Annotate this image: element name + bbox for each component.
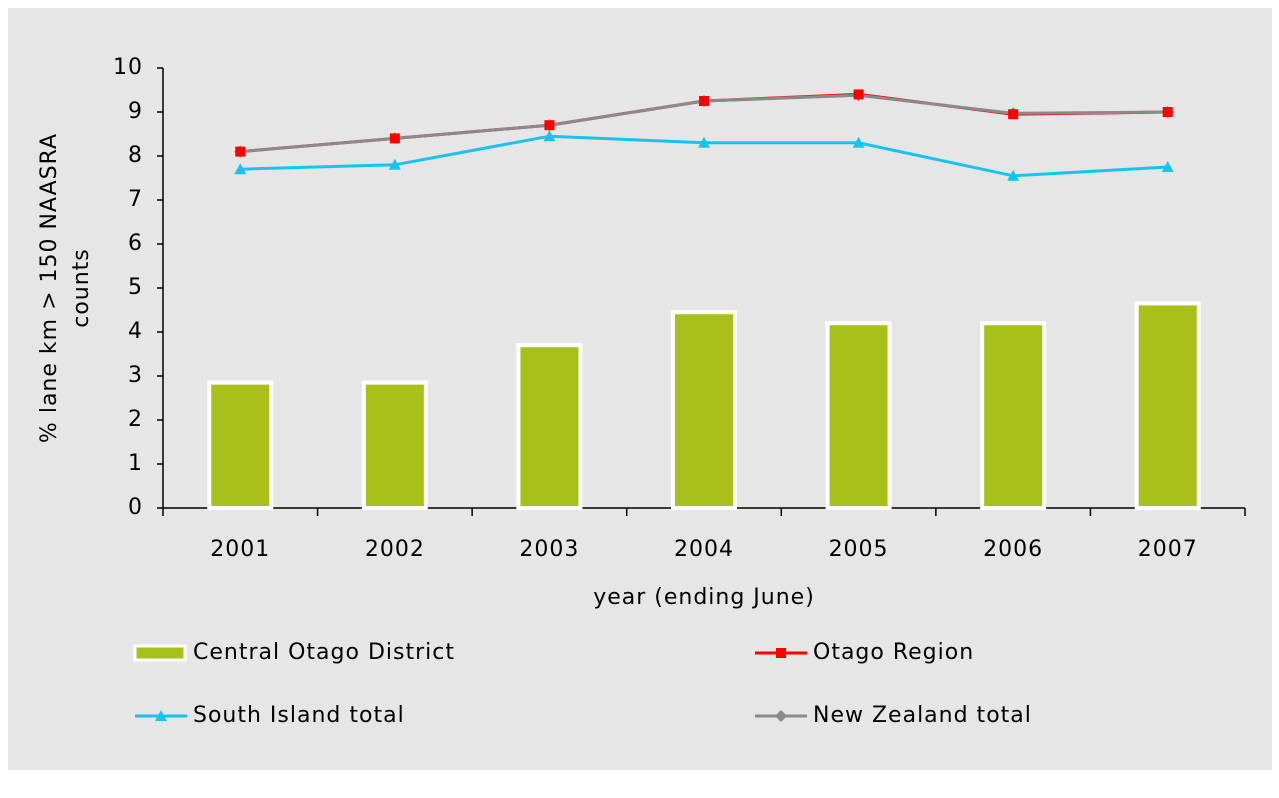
marker (699, 96, 709, 106)
marker (1161, 161, 1174, 172)
x-axis-label: year (ending June) (593, 585, 815, 610)
marker (235, 146, 246, 157)
bar (207, 380, 274, 511)
legend-label: Central Otago District (193, 640, 455, 665)
y-tick-label: 9 (128, 99, 143, 124)
marker (852, 136, 865, 148)
bar (1134, 301, 1201, 510)
x-tick-label: 2001 (210, 537, 270, 562)
x-tick-label: 2006 (983, 537, 1043, 562)
marker (389, 133, 400, 144)
y-tick-label: 4 (128, 319, 143, 344)
legend-marker (155, 710, 167, 721)
bar (825, 321, 892, 511)
marker (543, 130, 556, 142)
marker (388, 158, 401, 170)
marker (853, 89, 864, 100)
bar (671, 310, 737, 511)
legend-label: New Zealand total (813, 703, 1032, 728)
y-tick-label: 7 (128, 187, 143, 212)
marker (1007, 169, 1020, 181)
x-tick-label: 2007 (1138, 537, 1198, 562)
y-tick-label: 10 (113, 55, 143, 80)
y-tick-label: 3 (128, 363, 143, 388)
bar (516, 343, 583, 511)
y-tick-label: 2 (128, 407, 143, 432)
x-tick-label: 2003 (519, 537, 579, 562)
legend-label: South Island total (193, 703, 405, 728)
y-tick-label: 1 (128, 451, 143, 476)
y-tick-label: 6 (128, 231, 143, 256)
y-tick-label: 5 (128, 275, 143, 300)
marker (544, 120, 555, 131)
bar (361, 380, 428, 511)
y-axis-label: counts (69, 248, 94, 328)
marker (698, 136, 710, 148)
y-tick-label: 0 (128, 495, 143, 520)
legend-swatch (133, 644, 187, 662)
y-axis-label: % lane km > 150 NAASRA (37, 133, 62, 443)
legend-marker (775, 710, 787, 722)
x-tick-label: 2005 (829, 537, 889, 562)
marker (234, 163, 247, 175)
marker (1008, 109, 1019, 120)
bar (980, 321, 1047, 511)
x-tick-label: 2002 (365, 537, 425, 562)
x-tick-label: 2004 (674, 537, 734, 562)
legend-label: Otago Region (813, 640, 974, 665)
y-tick-label: 8 (128, 143, 143, 168)
legend-marker (776, 648, 786, 658)
marker (1162, 107, 1173, 117)
